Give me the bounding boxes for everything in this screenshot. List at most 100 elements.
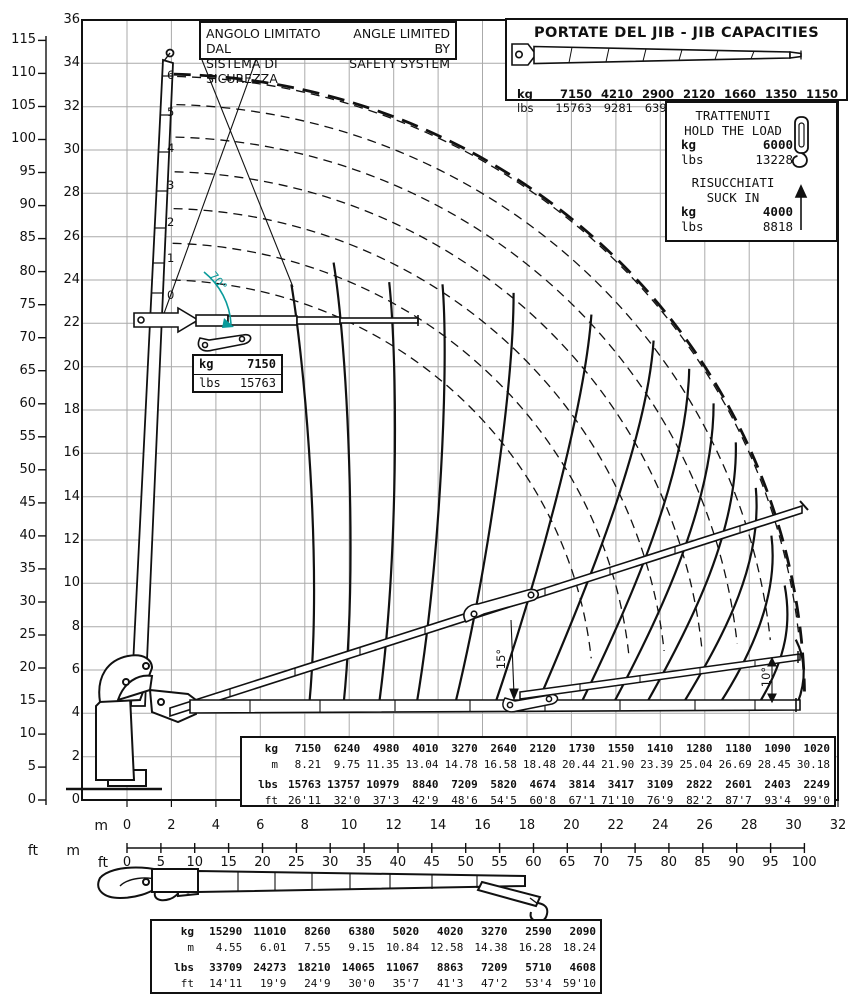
table-cell: 2120 <box>529 742 556 755</box>
label-leader-15 <box>509 619 519 701</box>
left-ft-tick-label: 110 <box>11 65 36 81</box>
table-cell: 37'3 <box>372 794 400 807</box>
left-ft-tick-label: 35 <box>19 560 36 576</box>
suck-title-en: SUCK IN <box>706 189 760 205</box>
jib-capacities-box: PORTATE DEL JIB - JIB CAPACITIES kg 7150… <box>505 18 848 115</box>
bottom-ft-ruler <box>126 843 806 853</box>
left-ft-tick-label: 95 <box>19 164 36 180</box>
label-leader-10 <box>767 656 777 704</box>
table-cell: 2822 <box>686 778 713 791</box>
left-ft-tick-label: 100 <box>11 131 36 147</box>
table-row-lbs: lbs 33709 24273 18210 14065 11067 8863 7209 571… <box>174 961 596 974</box>
table-cell: 7150 <box>294 742 322 755</box>
left-ft-tick-label: 115 <box>11 32 36 48</box>
hold-lbs-value: 13228 <box>755 151 793 167</box>
table-cell: 1730 <box>568 742 596 755</box>
left-m-tick-label: 10 <box>63 575 80 591</box>
bottom-m-tick-label: 6 <box>256 818 265 833</box>
boom-segment-number: 6 <box>167 68 175 82</box>
table-cell: 1020 <box>803 742 830 755</box>
left-ft-scale: 115 110 105 100 95 90 85 80 75 70 65 60 55 50 45 40 35 30… <box>4 32 36 808</box>
table-cell: 42'9 <box>412 794 439 807</box>
left-ft-tick-label: 15 <box>19 692 36 708</box>
left-ft-tick-label: 45 <box>19 494 36 510</box>
bottom-ft-unit: ft <box>97 855 108 871</box>
hold-kg-label: kg <box>681 137 697 152</box>
bottom-ft-tick-label: 70 <box>592 855 610 870</box>
bottom-m-tick-label: 24 <box>651 818 669 833</box>
table-cell: 18210 <box>297 961 331 974</box>
left-ft-tick-label: 90 <box>19 197 36 213</box>
table-cell: 9.15 <box>348 941 375 954</box>
table-cell: 9.75 <box>333 758 361 771</box>
jib-capacity-lbs: 15763 <box>555 101 592 115</box>
table-cell: 11.35 <box>366 758 400 771</box>
table-cell: 30'0 <box>348 977 375 990</box>
table-cell: 16.58 <box>483 758 517 771</box>
table-cell: 5820 <box>490 778 517 791</box>
table-cell: 8260 <box>304 925 331 938</box>
boom-segment-number: 2 <box>167 214 175 229</box>
table-cell: 13.04 <box>405 758 439 771</box>
angle-arc-70 <box>203 271 234 328</box>
table-cell: 19'9 <box>259 977 287 990</box>
table-cell: 1410 <box>646 742 674 755</box>
table-cell: 6380 <box>348 925 375 938</box>
jib-capacity-kg: 4210 <box>600 87 633 101</box>
boom-segment-number: 4 <box>167 141 175 156</box>
load-lbs-value: 15763 <box>239 376 276 390</box>
left-ft-tick-label: 65 <box>19 362 36 378</box>
bottom-ft-tick-label: 20 <box>254 855 271 870</box>
jib-capacity-kg: 7150 <box>559 87 592 101</box>
hold-kg-value: 6000 <box>762 137 793 152</box>
table-cell: 26'11 <box>288 794 322 807</box>
table-cell: 4020 <box>436 925 464 938</box>
jib-capacity-kg: 2900 <box>641 87 674 101</box>
boom-segment-number: 1 <box>167 251 175 266</box>
bottom-m-tick-label: 10 <box>340 818 358 833</box>
table-cell: 14'11 <box>209 977 243 990</box>
table-cell: 14.78 <box>444 758 478 771</box>
bottom-ft-tick-label: 100 <box>791 855 817 870</box>
suck-kg-label: kg <box>681 204 697 219</box>
bottom-ft-tick-label: 0 <box>122 855 132 870</box>
jib-capacity-kg: 1350 <box>764 87 797 101</box>
hold-title-it: TRATTENUTI <box>695 108 771 123</box>
left-ft-tick-label: 40 <box>19 527 36 543</box>
bottom-m-tick-label: 8 <box>300 818 309 833</box>
table-cell: 15290 <box>209 925 243 938</box>
bottom-m-tick-label: 0 <box>122 818 132 833</box>
bottom-ft-tick-label: 80 <box>660 855 678 870</box>
bottom-ft-tick-label: 5 <box>156 855 166 870</box>
table-cell: 6.01 <box>259 941 287 954</box>
table-row-m: m 8.21 9.75 11.35 13.04 14.78 16.58 18.48 20.44… <box>271 758 830 771</box>
bottom-ft-tick-label: 35 <box>355 855 373 870</box>
table-cell: 14065 <box>341 961 375 974</box>
table-cell: 7.55 <box>304 941 331 954</box>
suck-lbs-value: 8818 <box>762 218 793 234</box>
table-cell: 30.18 <box>796 758 830 771</box>
table-row-lbs: lbs 15763 13757 10979 8840 7209 5820 4674 3814 3… <box>258 778 830 791</box>
bottom-m-tick-label: 2 <box>167 818 176 833</box>
left-m-tick-label: 26 <box>63 228 80 244</box>
bottom-m-tick-label: 12 <box>385 818 402 833</box>
table-cell: 24'9 <box>304 977 331 990</box>
boom-segment-number: 3 <box>167 177 175 192</box>
bottom-ft-tick-label: 55 <box>491 855 508 870</box>
bottom-m-tick-label: 28 <box>740 818 758 833</box>
bottom-ft-tick-label: 85 <box>694 855 711 870</box>
table-cell: 87'7 <box>725 794 752 807</box>
table-cell: 23.39 <box>640 758 674 771</box>
bottom-m-unit: m <box>94 818 108 834</box>
table-cell: 8.21 <box>294 758 322 771</box>
table-cell: 48'6 <box>451 794 478 807</box>
left-m-tick-label: 2 <box>71 748 80 764</box>
table-cell: 3417 <box>607 778 635 791</box>
jib-capacity-table: kg 7150 6240 4980 4010 3270 2640 2120 1730 1550 1… <box>240 736 836 807</box>
bottom-ft-tick-label: 40 <box>389 855 407 870</box>
table-cell: 2590 <box>525 925 552 938</box>
hold-suck-box: TRATTENUTI HOLD THE LOAD kg 6000 lbs 13228… <box>665 101 838 242</box>
bottom-ft-tick-label: 95 <box>762 855 779 870</box>
boom-segment-number: 5 <box>167 104 175 119</box>
boom-segment-numbers: 6 5 4 3 2 1 0 <box>167 69 181 302</box>
